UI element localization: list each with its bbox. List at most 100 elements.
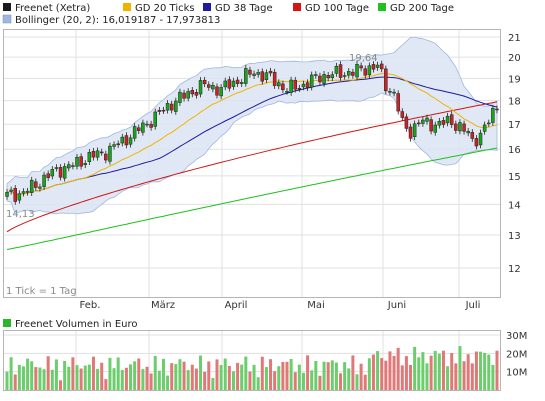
volume-bar <box>339 373 343 390</box>
candle-body <box>17 193 22 201</box>
candle-body <box>165 103 170 111</box>
volume-bar <box>240 364 244 390</box>
price-x-axis: Feb. März April Mai Juni Juli <box>80 300 481 311</box>
price-y-tick-label: 13 <box>508 231 521 242</box>
volume-bar <box>59 380 63 390</box>
price-x-tick-label: März <box>151 300 175 311</box>
candle-body <box>272 71 277 86</box>
candle-body <box>174 100 178 112</box>
volume-bar <box>79 368 83 390</box>
volume-bar <box>50 369 54 390</box>
candle-body <box>198 80 203 95</box>
volume-bar <box>244 356 248 390</box>
volume-bar <box>330 360 334 390</box>
volume-bar <box>363 374 367 390</box>
volume-legend-swatch <box>3 319 11 327</box>
candle-body <box>330 74 335 79</box>
volume-bar <box>487 354 491 390</box>
volume-bar <box>417 357 421 390</box>
candle-body <box>342 75 347 77</box>
volume-bar <box>281 361 285 390</box>
volume-bar <box>367 358 371 390</box>
legend-label-gd100: GD 100 Tage <box>305 3 369 14</box>
volume-bar <box>384 360 388 390</box>
volume-bar <box>42 369 46 390</box>
candle-body <box>355 64 359 78</box>
candle-body <box>437 120 442 126</box>
candle-body <box>108 145 112 162</box>
volume-bar <box>491 364 495 390</box>
legend-label-gd20: GD 20 Ticks <box>135 3 195 14</box>
volume-bar <box>157 370 161 390</box>
candle-body <box>124 135 129 146</box>
volume-bar <box>334 362 338 390</box>
candle-body <box>277 82 281 87</box>
candles <box>5 60 499 205</box>
candle-body <box>425 117 429 122</box>
volume-bar <box>437 353 441 390</box>
gd200-line <box>6 147 498 250</box>
legend-swatch-bollinger <box>2 14 12 24</box>
volume-y-axis: 10M 20M 30M <box>506 331 527 379</box>
candle-body <box>408 126 413 139</box>
candle-body <box>289 79 293 93</box>
volume-bar <box>388 351 392 390</box>
price-legend: Freenet (Xetra) GD 20 Ticks GD 38 Tage G… <box>2 3 454 26</box>
candle-body <box>285 91 289 93</box>
volume-y-tick-label: 30M <box>506 331 527 342</box>
candle-body <box>34 181 38 188</box>
price-y-tick-label: 20 <box>508 53 521 64</box>
candle-body <box>87 152 92 162</box>
volume-bar <box>483 352 487 390</box>
candle-body <box>466 131 470 134</box>
candle-body <box>487 122 491 125</box>
price-y-tick-label: 12 <box>508 264 521 275</box>
volume-bar <box>137 358 141 390</box>
legend-swatch-gd38 <box>203 3 211 11</box>
volume-bar <box>256 377 260 390</box>
volume-bar <box>227 366 231 390</box>
candle-body <box>128 137 133 145</box>
volume-bar <box>199 355 203 390</box>
volume-bar <box>46 356 50 390</box>
volume-bar <box>264 367 268 390</box>
volume-bar <box>211 378 215 390</box>
volume-bar <box>108 357 112 390</box>
volume-bar <box>178 359 182 390</box>
volume-bar <box>38 367 42 390</box>
candle-body <box>474 138 479 147</box>
volume-bar <box>87 364 91 390</box>
volume-bar <box>446 366 450 390</box>
volume-bar <box>355 374 359 390</box>
volume-bar <box>289 358 293 390</box>
volume-bar <box>495 350 499 390</box>
candle-body <box>260 71 265 82</box>
candle-body <box>182 92 186 99</box>
volume-bar <box>215 359 219 390</box>
candle-body <box>318 75 322 83</box>
price-x-tick-label: April <box>225 300 248 311</box>
volume-bar <box>71 357 75 390</box>
candle-body <box>211 85 215 90</box>
candle-body <box>392 91 396 94</box>
volume-bar <box>301 372 305 390</box>
candle-body <box>264 72 269 81</box>
candle-body <box>384 68 388 92</box>
candle-body <box>491 107 495 123</box>
candle-body <box>13 188 17 202</box>
candle-body <box>120 136 125 144</box>
candle-body <box>293 79 297 90</box>
candle-body <box>375 64 380 68</box>
legend-label-gd200: GD 200 Tage <box>390 3 454 14</box>
volume-y-tick-label: 10M <box>506 368 527 379</box>
volume-bar <box>21 366 25 390</box>
candle-body <box>91 151 96 158</box>
candle-body <box>153 111 157 127</box>
legend-swatch-gd20 <box>123 3 131 11</box>
volume-bar <box>166 375 170 390</box>
volume-bar <box>433 350 437 390</box>
candle-body <box>482 124 487 132</box>
volume-bar <box>322 361 326 390</box>
gd20-line <box>6 73 498 196</box>
volume-bar <box>149 373 153 390</box>
